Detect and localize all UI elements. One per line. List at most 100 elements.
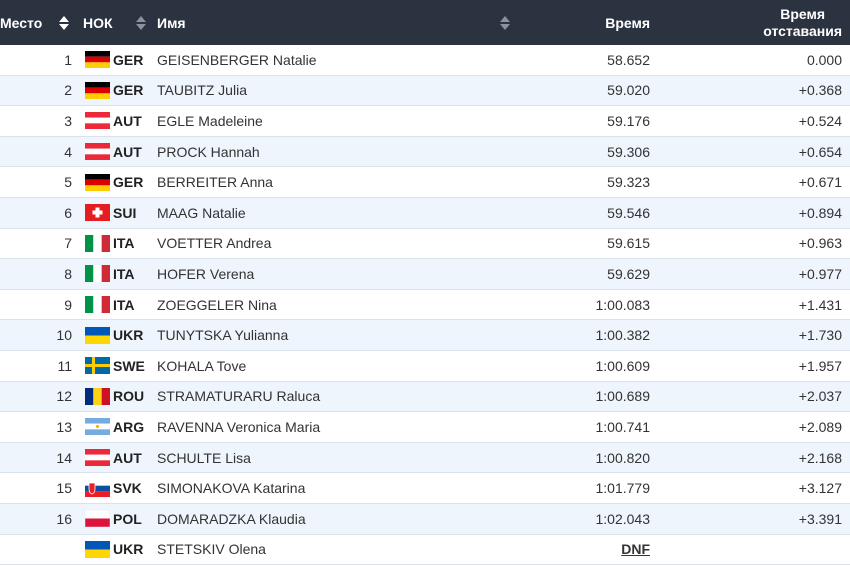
time-behind-cell: +0.963 [798, 235, 842, 252]
sort-icon[interactable] [135, 0, 147, 45]
table-row[interactable]: 16 POL DOMARADZKA Klaudia 1:02.043 +3.391 [0, 503, 850, 535]
time-behind-cell: +1.431 [798, 296, 842, 313]
noc-cell: SWE [113, 357, 145, 374]
table-row[interactable]: 10 UKR TUNYTSKA Yulianna 1:00.382 +1.730 [0, 320, 850, 351]
poland-flag-icon [85, 504, 110, 534]
noc-cell: AUT [113, 449, 142, 466]
time-behind-cell: +3.391 [798, 510, 842, 527]
column-header-name[interactable]: Имя [157, 14, 186, 31]
table-row[interactable]: 12 ROU STRAMATURARU Raluca 1:00.689 +2.037 [0, 381, 850, 413]
noc-cell: SUI [113, 204, 137, 221]
athlete-name-cell[interactable]: STETSKIV Olena [157, 541, 266, 558]
noc-cell: ARG [113, 418, 145, 435]
time-cell: 59.020 [607, 82, 650, 99]
rank-cell: 1 [64, 51, 72, 68]
time-behind-cell: +0.671 [798, 174, 842, 191]
sort-icon[interactable] [58, 0, 70, 45]
athlete-name-cell[interactable]: ZOEGGELER Nina [157, 296, 277, 313]
time-behind-cell: +2.037 [798, 388, 842, 405]
table-row[interactable]: 3 AUT EGLE Madeleine 59.176 +0.524 [0, 106, 850, 137]
noc-cell: POL [113, 510, 142, 527]
noc-cell: GER [113, 174, 144, 191]
italy-flag-icon [85, 259, 110, 289]
rank-cell: 8 [64, 265, 72, 282]
time-cell: 59.546 [607, 204, 650, 221]
athlete-name-cell[interactable]: PROCK Hannah [157, 143, 260, 160]
athlete-name-cell[interactable]: SCHULTE Lisa [157, 449, 251, 466]
time-cell: 1:00.083 [595, 296, 651, 313]
switzerland-flag-icon [85, 198, 110, 228]
time-behind-cell: +0.368 [798, 82, 842, 99]
rank-cell: 5 [64, 174, 72, 191]
table-row[interactable]: 6 SUI MAAG Natalie 59.546 +0.894 [0, 197, 850, 229]
time-behind-cell: +2.089 [798, 418, 842, 435]
noc-cell: AUT [113, 143, 142, 160]
noc-cell: ITA [113, 265, 135, 282]
column-header-time[interactable]: Время [605, 14, 650, 31]
noc-cell: GER [113, 82, 144, 99]
athlete-name-cell[interactable]: BERREITER Anna [157, 174, 273, 191]
athlete-name-cell[interactable]: MAAG Natalie [157, 204, 246, 221]
time-behind-cell: +0.654 [798, 143, 842, 160]
austria-flag-icon [85, 106, 110, 136]
time-cell: 1:00.820 [595, 449, 651, 466]
rank-cell: 7 [64, 235, 72, 252]
athlete-name-cell[interactable]: RAVENNA Veronica Maria [157, 418, 321, 435]
table-row[interactable]: 5 GER BERREITER Anna 59.323 +0.671 [0, 167, 850, 198]
germany-flag-icon [85, 76, 110, 106]
table-row[interactable]: 8 ITA HOFER Verena 59.629 +0.977 [0, 259, 850, 290]
column-header-behind-line2: отставания [763, 22, 842, 39]
noc-cell: ITA [113, 296, 135, 313]
athlete-name-cell[interactable]: HOFER Verena [157, 265, 255, 282]
rank-cell: 3 [64, 112, 72, 129]
table-row[interactable]: 1 GER GEISENBERGER Natalie 58.652 0.000 [0, 45, 850, 76]
austria-flag-icon [85, 443, 110, 473]
column-header-behind[interactable]: Время отставания [763, 0, 842, 45]
italy-flag-icon [85, 229, 110, 259]
time-cell[interactable]: DNF [621, 541, 650, 558]
sort-icon[interactable] [499, 0, 511, 45]
table-row[interactable]: 14 AUT SCHULTE Lisa 1:00.820 +2.168 [0, 442, 850, 474]
athlete-name-cell[interactable]: STRAMATURARU Raluca [157, 388, 321, 405]
table-row[interactable]: 13 ARG RAVENNA Veronica Maria 1:00.741 +2.08… [0, 412, 850, 443]
athlete-name-cell[interactable]: SIMONAKOVA Katarina [157, 480, 306, 497]
table-row[interactable]: 2 GER TAUBITZ Julia 59.020 +0.368 [0, 75, 850, 107]
column-header-behind-line1: Время [780, 5, 826, 22]
time-cell: 1:00.382 [595, 327, 651, 344]
noc-cell: SVK [113, 480, 142, 497]
time-cell: 59.629 [607, 265, 650, 282]
rank-cell: 9 [64, 296, 72, 313]
table-row[interactable]: 4 AUT PROCK Hannah 59.306 +0.654 [0, 136, 850, 168]
column-header-rank[interactable]: Место [0, 14, 43, 31]
argentina-flag-icon [85, 412, 110, 442]
athlete-name-cell[interactable]: TAUBITZ Julia [157, 82, 247, 99]
table-row[interactable]: 9 ITA ZOEGGELER Nina 1:00.083 +1.431 [0, 289, 850, 321]
time-cell: 1:01.779 [595, 480, 651, 497]
athlete-name-cell[interactable]: GEISENBERGER Natalie [157, 51, 317, 68]
italy-flag-icon [85, 290, 110, 320]
noc-cell: GER [113, 51, 144, 68]
time-behind-cell: +1.957 [798, 357, 842, 374]
romania-flag-icon [85, 382, 110, 412]
athlete-name-cell[interactable]: KOHALA Tove [157, 357, 247, 374]
column-header-noc[interactable]: НОК [83, 14, 113, 31]
noc-cell: UKR [113, 541, 144, 558]
time-cell: 59.323 [607, 174, 650, 191]
table-row[interactable]: 11 SWE KOHALA Tove 1:00.609 +1.957 [0, 350, 850, 382]
table-row[interactable]: 15 SVK SIMONAKOVA Katarina 1:01.779 +3.127 [0, 473, 850, 504]
athlete-name-cell[interactable]: TUNYTSKA Yulianna [157, 327, 289, 344]
time-behind-cell: +0.524 [798, 112, 842, 129]
sweden-flag-icon [85, 351, 110, 381]
athlete-name-cell[interactable]: DOMARADZKA Klaudia [157, 510, 306, 527]
noc-cell: ITA [113, 235, 135, 252]
time-cell: 1:00.741 [595, 418, 651, 435]
athlete-name-cell[interactable]: VOETTER Andrea [157, 235, 272, 252]
table-row[interactable]: 7 ITA VOETTER Andrea 59.615 +0.963 [0, 228, 850, 260]
table-row[interactable]: UKR STETSKIV Olena DNF [0, 534, 850, 566]
time-behind-cell: +1.730 [798, 327, 842, 344]
rank-cell: 14 [56, 449, 72, 466]
rank-cell: 12 [56, 388, 72, 405]
athlete-name-cell[interactable]: EGLE Madeleine [157, 112, 263, 129]
time-cell: 59.176 [607, 112, 650, 129]
